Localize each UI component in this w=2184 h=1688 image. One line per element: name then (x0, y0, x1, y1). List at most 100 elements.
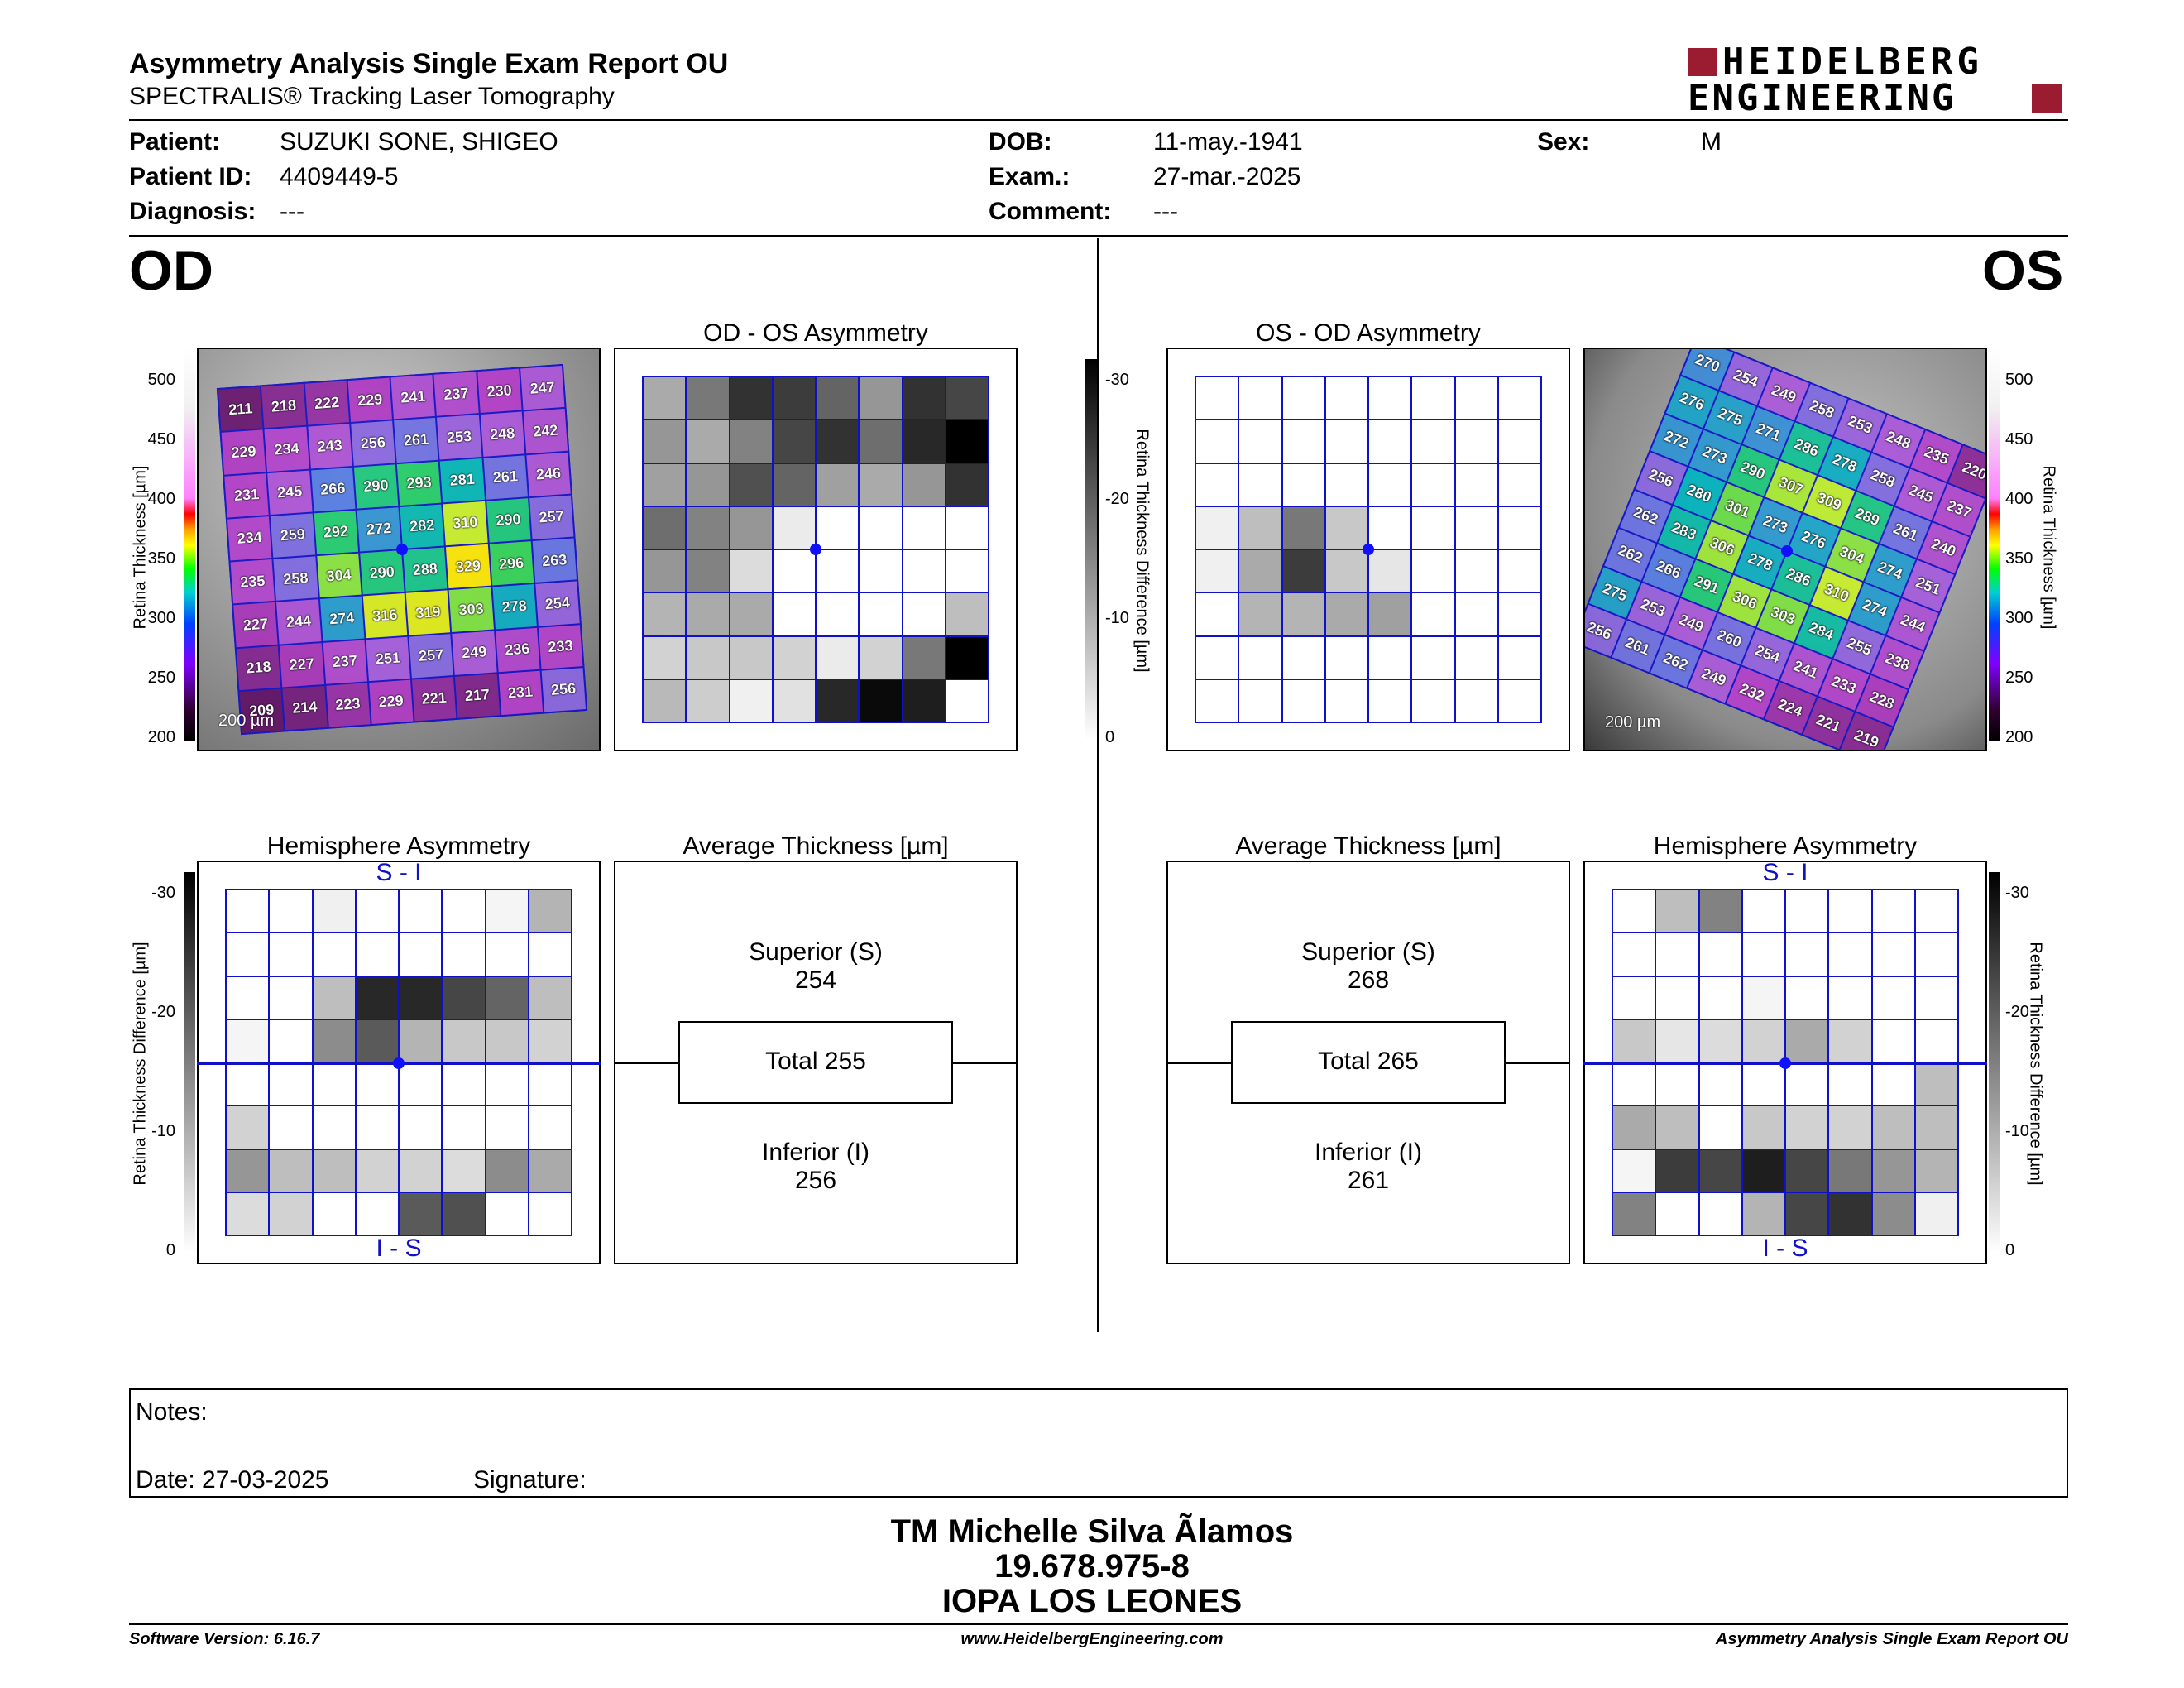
od-thickness-cell: 310 (443, 501, 488, 546)
os-asym-diff-colorbar (1085, 359, 1097, 740)
od-hemi-cell (443, 1149, 485, 1192)
os-hemi-cell (1656, 933, 1698, 976)
os-thickness-colorbar (1989, 349, 2000, 741)
os-hemi-cell (1699, 976, 1741, 1019)
od-asym-cell (730, 679, 772, 722)
od-hemi-cell (443, 933, 485, 976)
od-thickness-cell: 261 (483, 454, 528, 500)
os-hemi-cell (1742, 1019, 1784, 1062)
od-asym-cell (687, 377, 729, 420)
od-hemi-cell (313, 890, 355, 933)
os-diff-tick-label: -20 (2005, 1003, 2029, 1021)
logo-square-top (1688, 48, 1717, 76)
od-thickness-cell: 214 (282, 685, 328, 731)
od-thickness-cell: 316 (362, 593, 408, 638)
od-diff-colorbar (184, 872, 195, 1253)
od-hemi-cell (270, 1063, 312, 1105)
os-diff-tick-label: -10 (2005, 1122, 2029, 1140)
os-hemi-cell (1872, 976, 1914, 1019)
od-asym-cell (644, 420, 686, 463)
os-hemi-cell (1915, 890, 1957, 933)
od-asymmetry-panel (614, 348, 1018, 751)
signer-rut: 19.678.975-8 (994, 1548, 1190, 1585)
od-asym-cell (644, 679, 686, 722)
od-asym-cell (817, 506, 859, 549)
os-asym-cell (1325, 377, 1367, 420)
od-asym-cell (860, 463, 902, 506)
os-superior-value: 268 (1347, 966, 1390, 994)
od-thickness-cell: 229 (368, 679, 414, 725)
os-hemi-cell (1872, 1192, 1914, 1235)
os-total-box: Total 265 (1231, 1021, 1506, 1104)
od-hemi-cell (443, 976, 485, 1019)
os-hemi-cell (1829, 933, 1871, 976)
os-asym-cell (1196, 593, 1238, 635)
od-asym-cell (687, 593, 729, 635)
od-asym-cell (903, 593, 945, 635)
notes-label: Notes: (136, 1398, 208, 1426)
od-asym-cell (946, 377, 988, 420)
os-asym-cell (1412, 636, 1454, 679)
os-hemi-cell (1872, 890, 1914, 933)
os-thickness-tick-label: 300 (2005, 609, 2033, 627)
od-hemi-cell (356, 1106, 398, 1149)
od-asym-cell (687, 550, 729, 592)
od-thickness-tick-label: 300 (147, 609, 175, 627)
od-hemi-cell (486, 1019, 528, 1062)
logo-text-bottom: ENGINEERING (1688, 77, 1956, 119)
os-asym-diff-tick-label: -30 (1105, 371, 1129, 389)
od-thickness-cell: 288 (403, 547, 448, 592)
od-hemi-cell (313, 976, 355, 1019)
od-thickness-cell: 217 (455, 674, 500, 718)
os-thickness-tick-label: 500 (2005, 371, 2033, 389)
od-asym-cell (773, 550, 815, 592)
od-hemi-cell (270, 1106, 312, 1149)
od-hemi-cell (486, 1063, 528, 1105)
os-thickness-tick-label: 200 (2005, 728, 2033, 746)
os-hemi-cell (1829, 976, 1871, 1019)
od-hemi-cell (313, 1149, 355, 1192)
os-asym-cell (1369, 636, 1411, 679)
os-asym-cell (1455, 679, 1497, 722)
od-asym-cell (903, 636, 945, 679)
os-asym-cell (1239, 636, 1281, 679)
os-asym-cell (1498, 593, 1540, 635)
software-version: Software Version: 6.16.7 (129, 1630, 320, 1648)
notes-box[interactable]: Notes: Date: 27-03-2025 Signature: (129, 1388, 2068, 1498)
patient-value: SUZUKI SONE, SHIGEO (280, 128, 558, 156)
os-hemi-cell (1915, 1149, 1957, 1192)
os-thickness-tick-label: 250 (2005, 669, 2033, 687)
os-asym-cell (1412, 679, 1454, 722)
os-hemi-cell (1915, 1063, 1957, 1105)
od-thickness-cell: 263 (532, 538, 577, 583)
os-asym-diff-tick-label: -10 (1105, 609, 1129, 627)
os-hemi-cell (1786, 1192, 1828, 1235)
os-asym-cell (1239, 550, 1281, 592)
os-asym-cell (1455, 377, 1497, 420)
od-hemi-cell (356, 1149, 398, 1192)
od-thickness-tick-label: 450 (147, 430, 175, 448)
od-asym-cell (644, 593, 686, 635)
od-thickness-tick-label: 400 (147, 490, 175, 508)
dob-label: DOB: (989, 128, 1052, 156)
od-hemi-cell (486, 1106, 528, 1149)
od-hemi-cell (529, 933, 571, 976)
od-fundus-image: 211 218 222 229 241 237 230 247 229 234 243 256 261 2… (197, 348, 601, 751)
od-asym-cell (860, 679, 902, 722)
os-hemi-cell (1915, 1106, 1957, 1149)
os-asym-cell (1325, 550, 1367, 592)
os-asym-cell (1369, 463, 1411, 506)
od-asym-cell (946, 679, 988, 722)
od-thickness-axis-label: Retina Thickness [µm] (131, 465, 150, 630)
os-hemi-cell (1656, 1192, 1698, 1235)
od-asym-center-dot (810, 544, 821, 555)
os-hemi-cell (1829, 1019, 1871, 1062)
od-thickness-cell: 282 (400, 504, 445, 549)
report-title: Asymmetry Analysis Single Exam Report OU (129, 48, 729, 79)
footer-url[interactable]: www.HeidelbergEngineering.com (960, 1630, 1224, 1648)
os-asym-cell (1455, 463, 1497, 506)
od-asym-cell (687, 420, 729, 463)
od-asym-cell (817, 463, 859, 506)
os-asym-cell (1196, 377, 1238, 420)
od-hemi-cell (486, 1149, 528, 1192)
